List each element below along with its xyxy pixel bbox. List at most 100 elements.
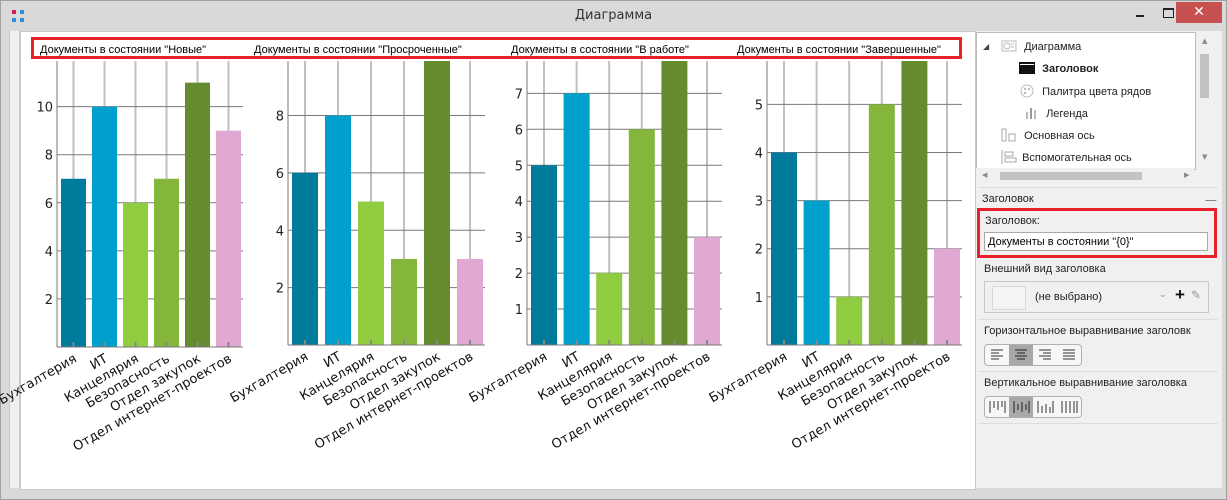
chevron-down-icon[interactable]: ⌄ (1159, 289, 1167, 299)
bar-3 (123, 202, 148, 347)
bar-2 (803, 200, 830, 345)
bar-2 (325, 115, 351, 345)
y-tick-label: 7 (515, 87, 523, 102)
expand-arrow-icon[interactable]: ◢ (983, 42, 990, 51)
palette-icon (1020, 84, 1034, 98)
tree-horizontal-scrollbar[interactable]: ◀ ▶ (976, 168, 1194, 184)
style-swatch (992, 286, 1026, 310)
title-bar[interactable]: Диаграмма ✕ (1, 1, 1226, 31)
hscroll-thumb[interactable] (1000, 172, 1142, 180)
bar-3 (836, 296, 863, 345)
title-field-label: Заголовок: (985, 215, 1040, 227)
divider (978, 371, 1218, 372)
bar-5 (185, 82, 210, 347)
title-input[interactable]: Документы в состоянии "{0}" (984, 232, 1208, 251)
valign-top-icon (989, 401, 1006, 413)
bar-6 (216, 130, 241, 347)
legend-icon (1026, 108, 1036, 119)
chart-title-in-progress: Документы в состоянии "В работе" (511, 44, 689, 56)
tree-item-primary-axis[interactable]: Основная ось (1001, 128, 1095, 142)
divider (978, 319, 1218, 320)
valign-bottom-button[interactable] (1033, 397, 1057, 417)
divider (978, 423, 1218, 424)
bar-4 (391, 258, 417, 345)
primary-axis-icon (1001, 128, 1016, 142)
scroll-left-icon[interactable]: ◀ (982, 171, 988, 179)
bar-1 (531, 165, 557, 345)
chart-title-new: Документы в состоянии "Новые" (40, 44, 207, 56)
add-icon[interactable]: + (1175, 285, 1185, 304)
y-tick-label: 6 (45, 197, 53, 212)
left-panel-edge (9, 31, 20, 488)
bar-2 (563, 93, 590, 345)
valign-stretch-button[interactable] (1057, 397, 1081, 417)
bar-1 (292, 172, 318, 345)
y-tick-label: 4 (755, 146, 763, 161)
scroll-up-icon[interactable]: ▲ (1202, 37, 1208, 45)
tree-vertical-scrollbar[interactable]: ▲ ▼ (1197, 32, 1217, 167)
y-tick-label: 2 (515, 267, 523, 282)
valign-top-button[interactable] (985, 397, 1009, 417)
y-tick-label: 5 (755, 98, 763, 113)
y-tick-label: 8 (276, 110, 284, 125)
align-center-icon (1015, 349, 1027, 360)
halign-label: Горизонтальное выравнивание заголовк (984, 325, 1191, 337)
bar-5 (661, 61, 688, 345)
y-tick-label: 1 (755, 291, 763, 306)
align-justify-button[interactable] (1057, 345, 1081, 365)
maximize-button[interactable] (1156, 2, 1186, 23)
x-category-label: Бухгалтерия (228, 349, 311, 406)
tree-item-title[interactable]: Заголовок (1019, 62, 1098, 75)
y-tick-label: 8 (45, 149, 53, 164)
tree-item-secondary-axis[interactable]: Вспомогательная ось (1001, 150, 1132, 164)
close-button[interactable]: ✕ (1176, 2, 1222, 23)
scroll-thumb[interactable] (1200, 54, 1209, 98)
edit-pencil-icon[interactable]: ✎ (1191, 288, 1202, 302)
align-right-button[interactable] (1033, 345, 1057, 365)
tree-item-legend[interactable]: Легенда (1025, 106, 1088, 120)
tree-item-chart[interactable]: Диаграмма (1001, 40, 1081, 53)
align-left-button[interactable] (985, 345, 1009, 365)
element-tree[interactable]: ◢ Диаграмма Заголовок Палитра цвета рядо… (976, 32, 1196, 170)
bar-5 (424, 61, 450, 345)
align-right-icon (1039, 349, 1051, 360)
y-tick-label: 3 (515, 231, 523, 246)
bar-1 (61, 178, 86, 347)
valign-bottom-icon (1037, 401, 1054, 413)
title-icon (1019, 62, 1035, 74)
bar-6 (457, 258, 483, 345)
bar-1 (771, 152, 797, 345)
title-field-highlight (977, 208, 1217, 258)
bar-5 (901, 61, 928, 345)
minimize-button[interactable] (1131, 2, 1161, 23)
chart-titles-highlight: Документы в состоянии "Новые" Документы … (31, 37, 962, 59)
appearance-value: (не выбрано) (1035, 291, 1103, 303)
y-tick-label: 1 (515, 303, 523, 318)
y-tick-label: 4 (45, 245, 53, 260)
align-center-button[interactable] (1009, 345, 1033, 365)
halign-segmented-control[interactable] (984, 344, 1082, 366)
valign-center-button[interactable] (1009, 397, 1033, 417)
y-tick-label: 4 (276, 224, 284, 239)
appearance-label: Внешний вид заголовка (984, 263, 1106, 275)
bar-4 (868, 104, 895, 345)
scroll-down-icon[interactable]: ▼ (1202, 153, 1208, 161)
close-icon: ✕ (1193, 4, 1205, 20)
chart-title-completed: Документы в состоянии "Завершенные" (737, 44, 941, 56)
y-tick-label: 6 (276, 167, 284, 182)
y-tick-label: 2 (276, 282, 284, 297)
collapse-section-icon[interactable]: — (1205, 193, 1217, 207)
align-justify-icon (1063, 349, 1075, 360)
valign-segmented-control[interactable] (984, 396, 1082, 418)
maximize-icon (1163, 8, 1174, 18)
y-tick-label: 3 (755, 195, 763, 210)
y-tick-label: 2 (45, 293, 53, 308)
appearance-combobox[interactable]: (не выбрано) ⌄ + ✎ (984, 281, 1209, 313)
scroll-right-icon[interactable]: ▶ (1184, 171, 1190, 179)
section-header-title: Заголовок (982, 193, 1034, 205)
y-tick-label: 2 (755, 243, 763, 258)
valign-label: Вертикальное выравнивание заголовка (984, 377, 1187, 389)
y-tick-label: 4 (515, 195, 523, 210)
tree-item-palette[interactable]: Палитра цвета рядов (1019, 84, 1151, 98)
